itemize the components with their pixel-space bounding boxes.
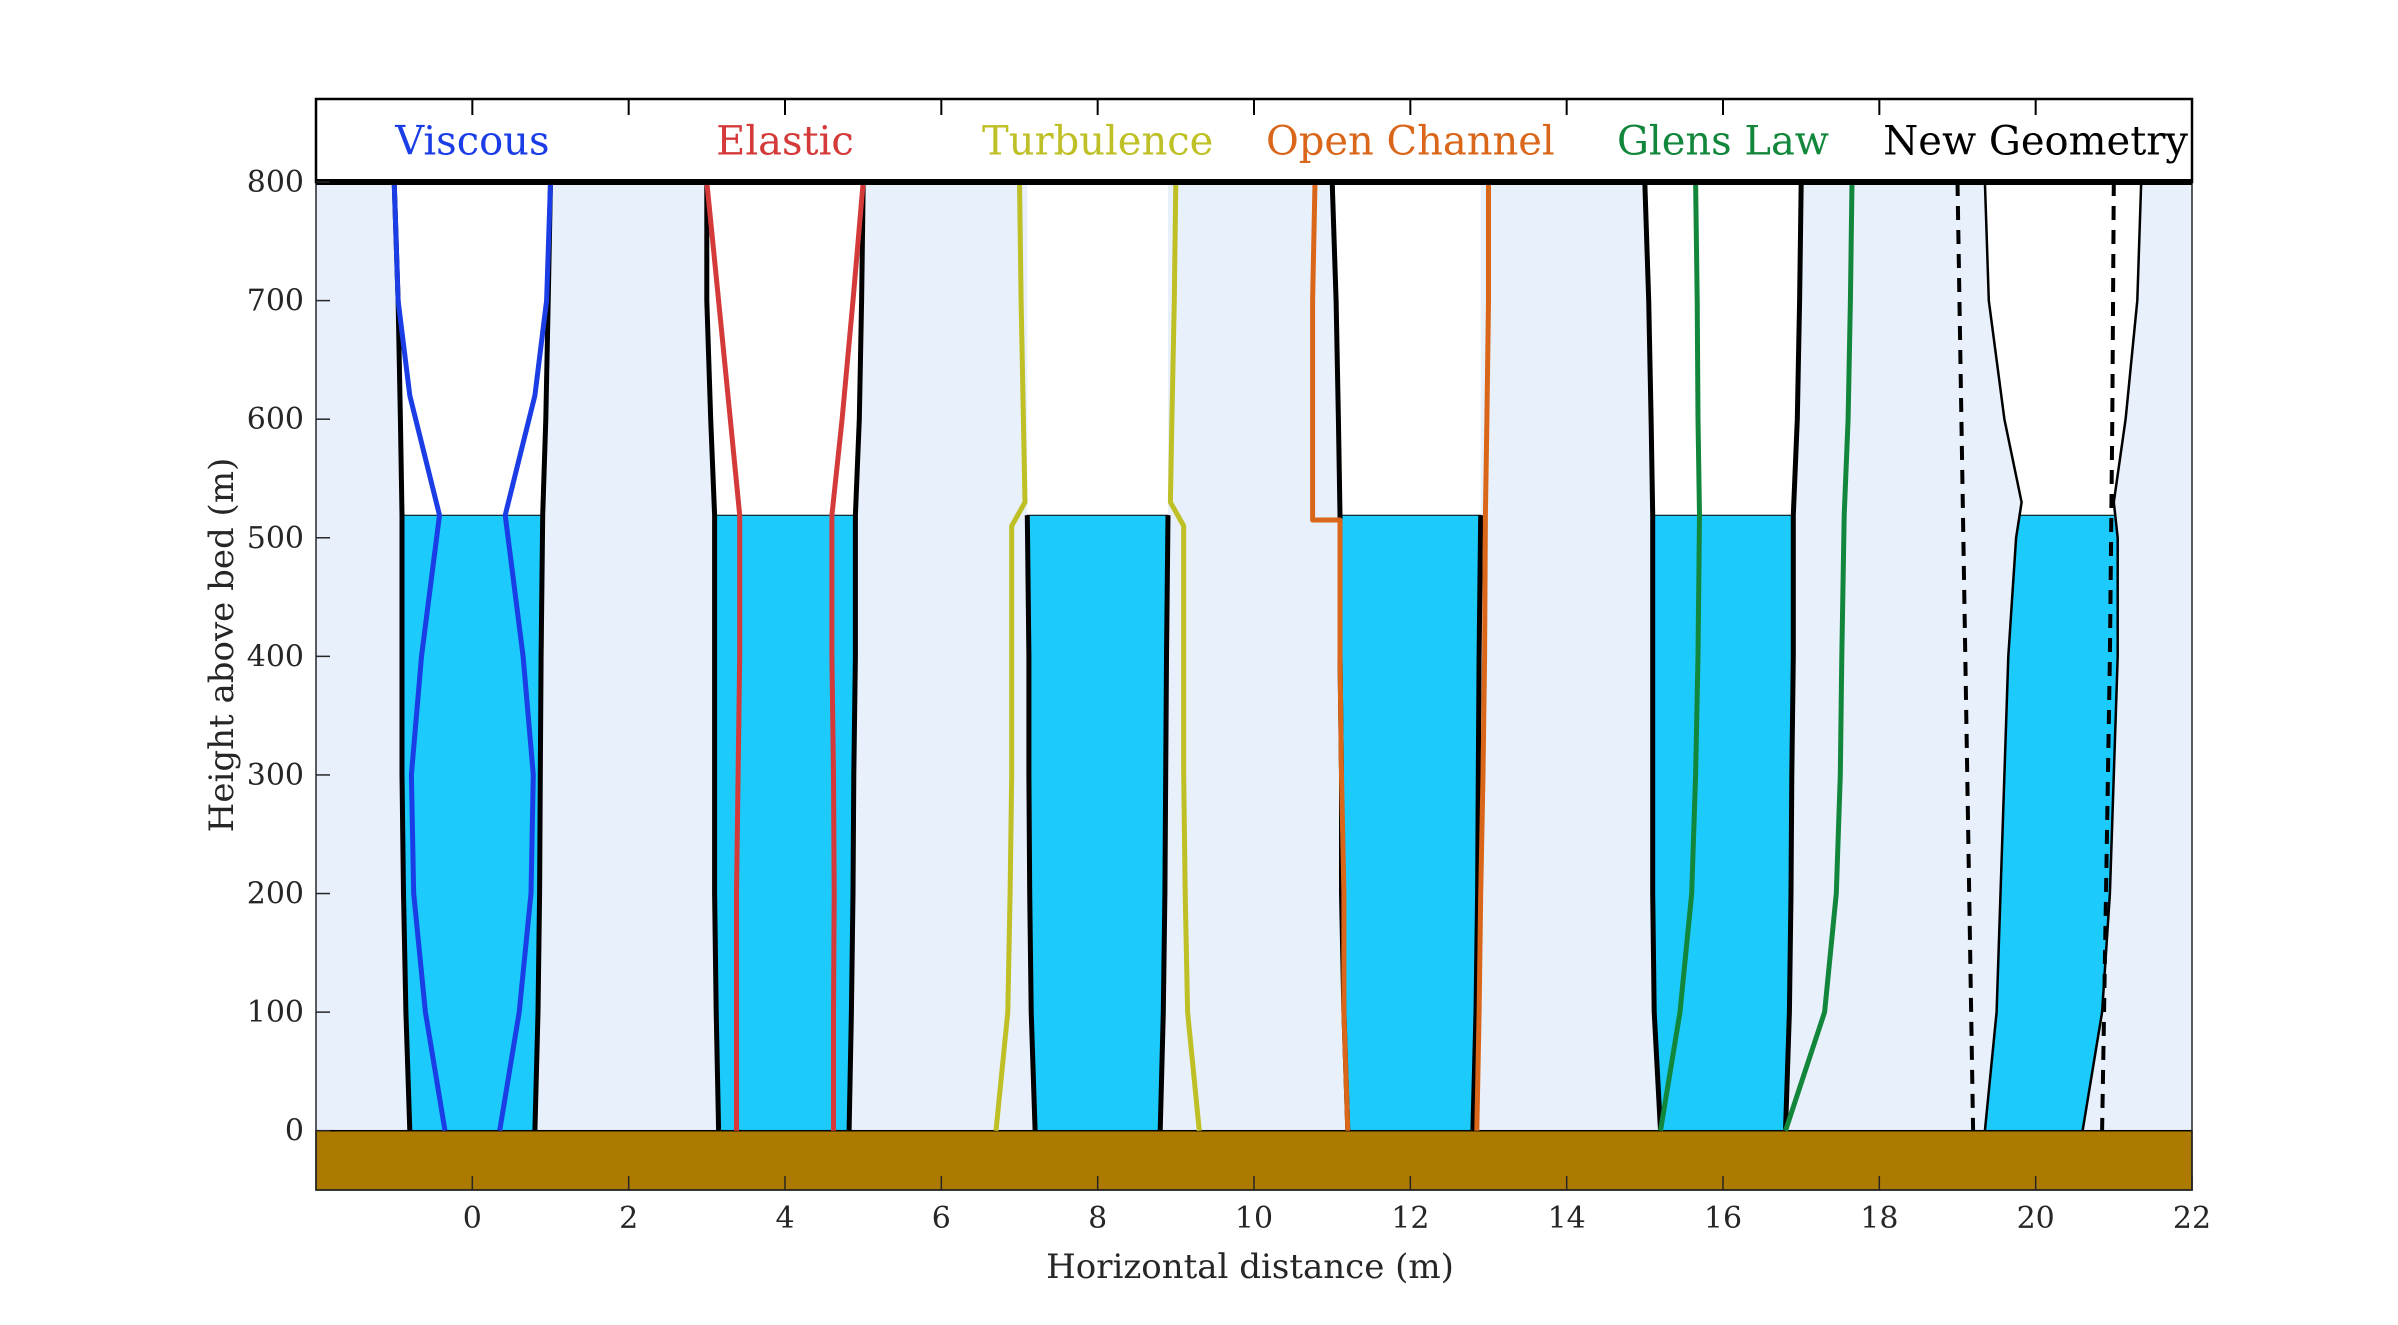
- panel-label-0: Viscous: [394, 119, 549, 165]
- x-tick-label-5: 10: [1235, 1201, 1273, 1236]
- y-tick-label-8: 800: [247, 165, 304, 200]
- channel-wall-left-2: [1024, 515, 1038, 1131]
- water-fill-2: [1026, 514, 1169, 1132]
- y-tick-label-4: 400: [247, 639, 304, 674]
- series-line-left-2: [993, 181, 1028, 1131]
- series-line-right-4: [1783, 181, 1855, 1132]
- channel-wall-left-1: [704, 182, 722, 1131]
- panel-label-5: New Geometry: [1883, 119, 2188, 165]
- panel-label-4: Glens Law: [1617, 119, 1829, 165]
- channel-air-0: [394, 182, 551, 516]
- channel-air-2: [1027, 182, 1168, 516]
- panel-label-2: Turbulence: [982, 119, 1213, 165]
- y-tick-label-0: 0: [285, 1114, 304, 1149]
- channel-air-3: [1332, 182, 1481, 516]
- channel-wall-right-2: [1157, 515, 1171, 1131]
- x-tick-label-1: 2: [619, 1201, 638, 1236]
- channel-wall-left-0: [391, 181, 413, 1131]
- series-line-left-1: [704, 181, 743, 1131]
- water-fill-3: [1339, 514, 1482, 1132]
- series-line-left-0: [391, 181, 448, 1132]
- water-fill-0: [401, 514, 544, 1132]
- axes: Viscous Elastic Turbulence Open Channel Glen…: [247, 97, 2211, 1236]
- channel-air-5: [1984, 182, 2142, 516]
- series-line-right-0: [497, 181, 553, 1132]
- channel-wall-right-1: [846, 181, 866, 1131]
- x-axis-label: Horizontal distance (m): [1046, 1247, 1454, 1287]
- series-line-right-2: [1167, 181, 1202, 1131]
- y-tick-label-7: 700: [247, 284, 304, 319]
- series-line-left-3: [1310, 181, 1351, 1131]
- channel-wall-right-4: [1783, 181, 1804, 1131]
- x-tick-label-7: 14: [1548, 1201, 1586, 1236]
- panel-label-3: Open Channel: [1266, 119, 1555, 165]
- channel-wall-right-3: [1470, 515, 1484, 1131]
- y-tick-label-1: 100: [247, 995, 304, 1030]
- x-tick-label-10: 20: [2017, 1201, 2055, 1236]
- channel-wall-right-0: [532, 181, 553, 1131]
- x-tick-label-3: 6: [932, 1201, 951, 1236]
- y-tick-label-5: 500: [247, 521, 304, 556]
- y-tick-label-3: 300: [247, 758, 304, 793]
- series-line-left-4: [1658, 181, 1702, 1132]
- channel-wall-left-4: [1642, 181, 1663, 1131]
- x-tick-label-4: 8: [1088, 1201, 1107, 1236]
- x-tick-label-8: 16: [1704, 1201, 1742, 1236]
- x-tick-label-11: 22: [2173, 1201, 2211, 1236]
- channel-air-4: [1644, 182, 1802, 516]
- channel-wall-left-5: [1983, 181, 2023, 1131]
- channel-air-1: [706, 182, 864, 516]
- panel-label-1: Elastic: [716, 119, 854, 165]
- x-tick-label-6: 12: [1391, 1201, 1429, 1236]
- plot-area: [315, 181, 2193, 1191]
- y-tick-label-6: 600: [247, 402, 304, 437]
- x-tick-label-0: 0: [463, 1201, 482, 1236]
- series-line-right-1: [829, 181, 866, 1131]
- y-tick-label-2: 200: [247, 877, 304, 912]
- series-line-right-3: [1474, 182, 1491, 1131]
- x-tick-label-9: 18: [1860, 1201, 1898, 1236]
- y-axis-label: Height above bed (m): [202, 458, 242, 833]
- ice-background: [316, 182, 2192, 1131]
- x-tick-label-2: 4: [775, 1201, 794, 1236]
